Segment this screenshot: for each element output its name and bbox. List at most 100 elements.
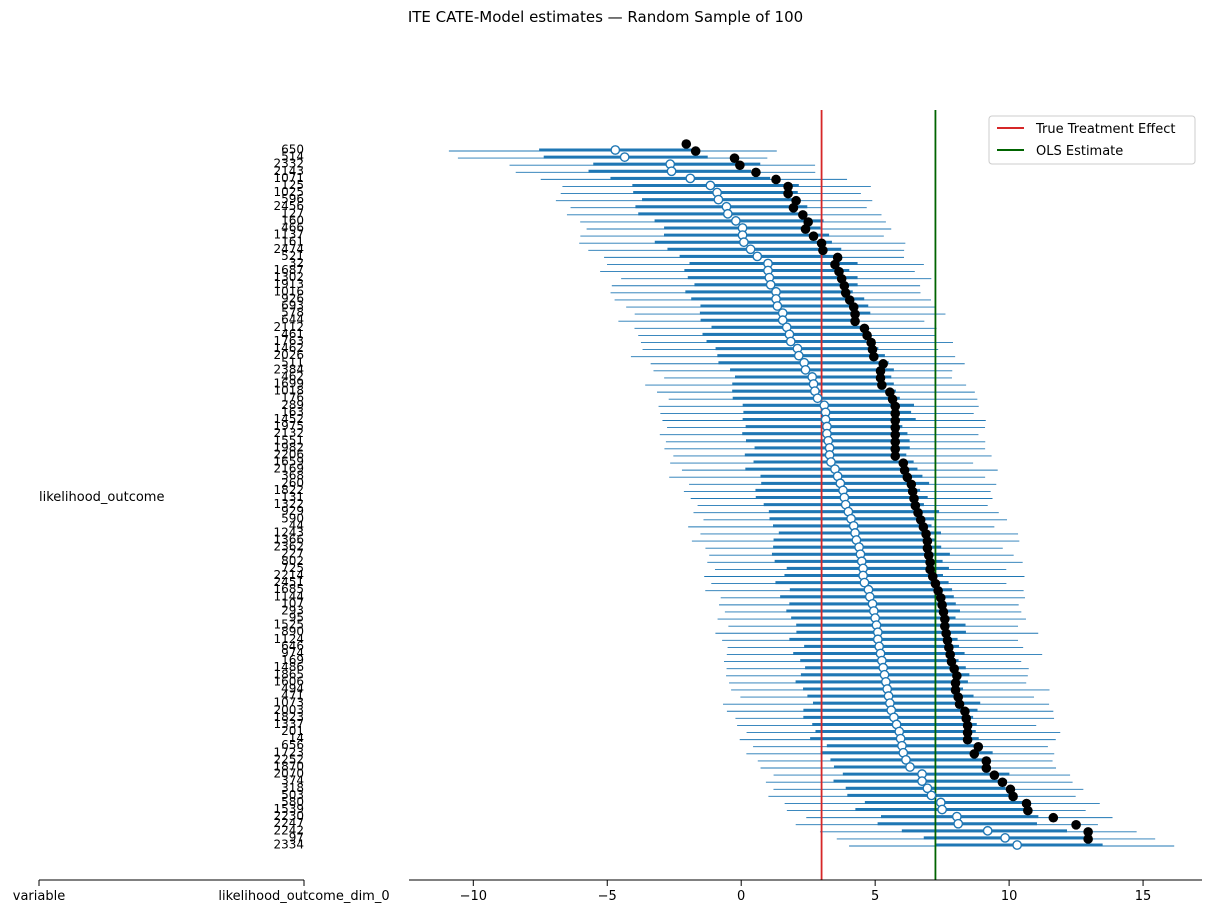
row-label: 2242	[273, 823, 304, 837]
x-tick-label: −5	[598, 889, 617, 904]
row-label: 1763	[273, 334, 304, 348]
row-label: 1124	[273, 632, 304, 646]
true-effect-point	[1071, 820, 1081, 830]
true-effect-point	[954, 699, 965, 710]
true-effect-point	[867, 344, 878, 355]
true-effect-point	[783, 181, 793, 192]
true-effect-point	[989, 770, 1000, 780]
true-effect-point	[940, 621, 950, 632]
row-label: 2451	[273, 575, 304, 589]
true-effect-point	[848, 302, 859, 312]
x-axis-ticks: −10 −5 0 5 10 15	[460, 880, 1151, 904]
true-effect-points	[681, 139, 1093, 844]
column-label-variable: variable	[13, 889, 65, 904]
row-label: 1606	[273, 674, 304, 688]
estimate-point	[785, 336, 796, 347]
estimate-point	[926, 790, 937, 801]
true-effect-point	[1048, 812, 1059, 823]
row-label: 2214	[273, 568, 304, 582]
row-label: 95	[289, 611, 304, 625]
column-label-dim: likelihood_outcome_dim_0	[218, 889, 389, 904]
true-effect-point	[942, 635, 953, 646]
row-label: 1018	[273, 384, 304, 398]
estimate-point	[826, 457, 836, 467]
row-label: 2230	[273, 809, 304, 823]
true-effect-point	[869, 351, 879, 362]
row-label: 590	[281, 511, 304, 525]
true-effect-point	[898, 458, 909, 468]
x-tick-label: 5	[871, 889, 879, 904]
estimate-point	[765, 279, 776, 290]
true-effect-point	[902, 472, 913, 483]
true-effect-point	[940, 614, 950, 624]
row-label: 160	[281, 213, 304, 227]
estimate-point	[745, 244, 756, 255]
true-effect-point	[997, 777, 1008, 788]
row-label: 163	[281, 405, 304, 419]
true-effect-point	[981, 756, 992, 766]
row-label: 2474	[273, 242, 304, 256]
row-label: 2247	[273, 816, 304, 830]
true-effect-point	[800, 224, 811, 234]
row-label: 1337	[273, 717, 304, 731]
true-effect-point	[941, 628, 951, 639]
row-label: 161	[281, 235, 304, 249]
true-effect-point	[1021, 798, 1032, 809]
estimate-point	[619, 152, 630, 162]
true-effect-point	[1083, 827, 1093, 837]
row-label: 1539	[273, 802, 304, 816]
estimate-point	[752, 251, 763, 262]
true-effect-point	[875, 373, 886, 383]
true-effect-point	[890, 422, 901, 433]
estimate-point	[793, 350, 804, 361]
row-label: 176	[281, 391, 304, 405]
estimate-point	[738, 237, 749, 248]
true-effect-point	[862, 330, 872, 341]
true-effect-point	[962, 734, 973, 745]
row-label: 1982	[273, 440, 304, 454]
true-effect-point	[850, 309, 860, 320]
true-effect-point	[890, 401, 901, 412]
row-label: 2026	[273, 348, 304, 362]
row-label: 974	[281, 646, 304, 660]
row-label: 2112	[273, 320, 304, 334]
estimate-point	[982, 825, 993, 836]
row-label: 201	[281, 724, 304, 738]
estimate-point	[937, 804, 948, 815]
row-label: 1865	[273, 667, 304, 681]
true-effect-point	[890, 451, 901, 461]
row-label: 1822	[273, 483, 304, 497]
x-tick-label: 10	[1001, 889, 1018, 904]
estimate-point	[610, 145, 621, 155]
row-label: 1462	[273, 341, 304, 355]
true-effect-point	[973, 742, 984, 752]
row-label: 644	[281, 313, 304, 327]
row-label: 2003	[273, 703, 304, 717]
estimate-point	[953, 818, 964, 829]
true-effect-point	[850, 316, 860, 327]
row-label: 656	[281, 738, 304, 752]
estimate-point	[905, 762, 915, 772]
row-label: 2456	[273, 199, 304, 213]
true-effect-point	[866, 337, 876, 348]
row-label: 318	[281, 781, 304, 795]
row-label: 1525	[273, 618, 304, 632]
true-effect-point	[788, 203, 799, 213]
row-label: 1366	[273, 533, 304, 547]
row-label: 596	[281, 192, 304, 206]
true-effect-point	[816, 238, 827, 249]
row-label: 1975	[273, 419, 304, 433]
estimate-point	[772, 301, 783, 311]
true-effect-point	[875, 366, 886, 376]
true-effect-point	[953, 692, 964, 702]
true-effect-point	[945, 649, 955, 660]
true-effect-point	[844, 295, 855, 305]
estimate-point	[901, 754, 911, 765]
row-label: 125	[281, 178, 304, 192]
true-effect-point	[1023, 805, 1033, 816]
row-label: 14	[289, 731, 304, 745]
row-label: 131	[281, 490, 304, 504]
row-label: 44	[289, 518, 304, 532]
true-effect-point	[961, 713, 972, 724]
